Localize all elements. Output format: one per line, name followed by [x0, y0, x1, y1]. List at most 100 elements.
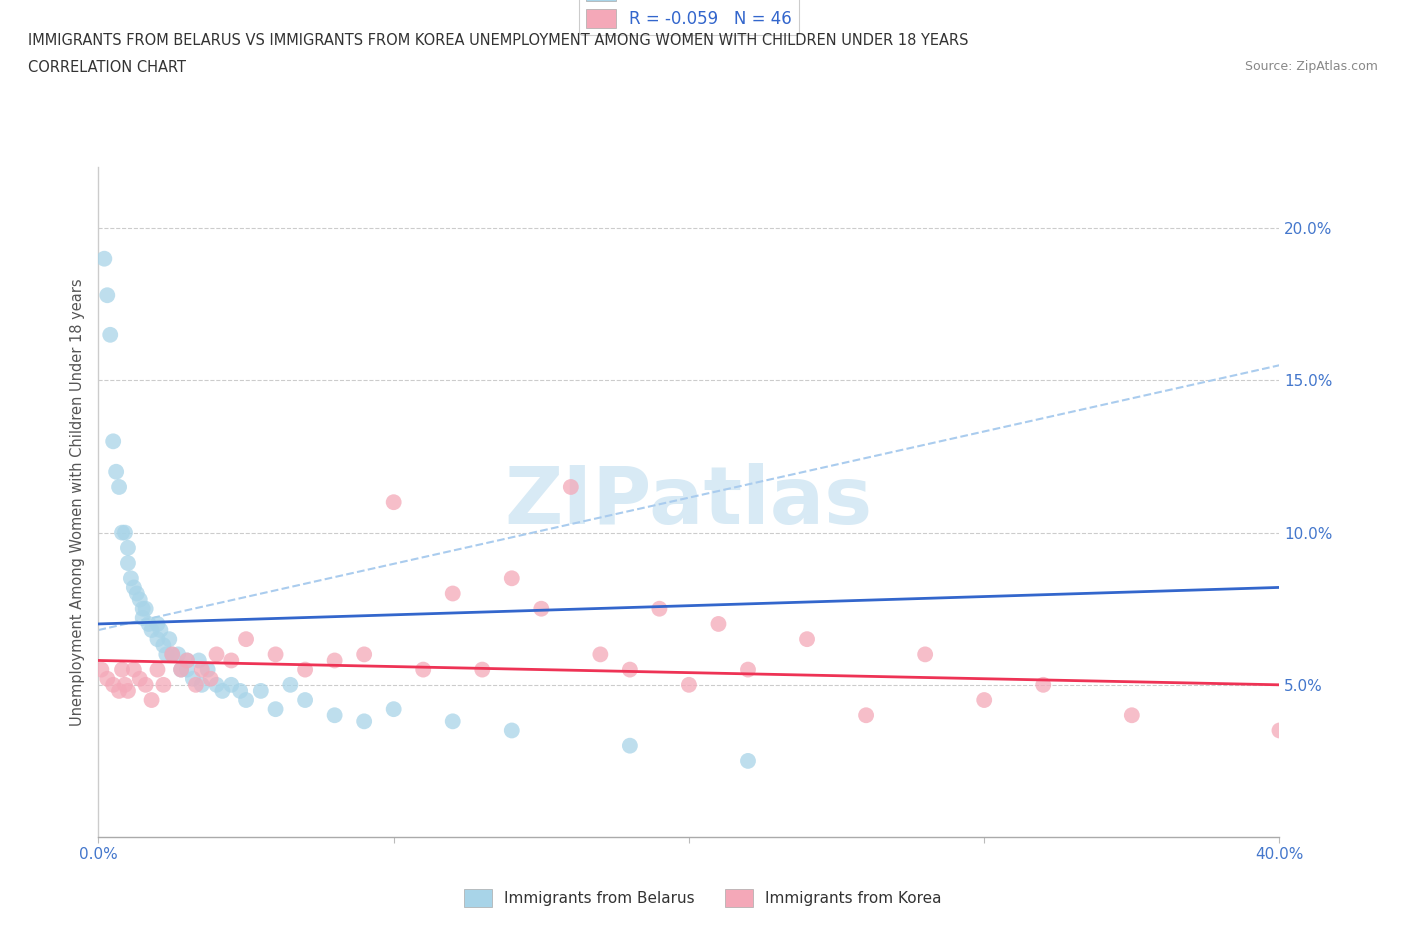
Point [93, 251, 115, 266]
Point [146, 617, 169, 631]
Point [211, 684, 233, 698]
Point [501, 571, 523, 586]
Point [707, 617, 730, 631]
Text: CORRELATION CHART: CORRELATION CHART [28, 60, 186, 75]
Point [132, 602, 155, 617]
Point [141, 693, 163, 708]
Point [105, 464, 128, 479]
Point [128, 671, 150, 686]
Point [96, 671, 118, 686]
Point [98, 327, 121, 342]
Point [90, 662, 112, 677]
Point [382, 702, 405, 717]
Point [264, 647, 287, 662]
Point [141, 622, 163, 637]
Point [200, 671, 222, 686]
Point [170, 662, 193, 677]
Point [589, 647, 612, 662]
Point [111, 662, 134, 677]
Point [120, 571, 142, 586]
Point [441, 586, 464, 601]
Point [187, 653, 209, 668]
Point [678, 677, 700, 692]
Point [1121, 708, 1143, 723]
Legend: Immigrants from Belarus, Immigrants from Korea: Immigrants from Belarus, Immigrants from… [458, 884, 948, 913]
Point [382, 495, 405, 510]
Point [796, 631, 818, 646]
Point [264, 702, 287, 717]
Point [353, 714, 375, 729]
Point [181, 671, 204, 686]
Point [191, 662, 214, 677]
Point [108, 684, 131, 698]
Point [648, 602, 671, 617]
Point [294, 662, 316, 677]
Point [114, 677, 136, 692]
Point [117, 555, 139, 570]
Point [146, 631, 169, 646]
Point [1268, 723, 1291, 737]
Point [176, 653, 198, 668]
Text: IMMIGRANTS FROM BELARUS VS IMMIGRANTS FROM KOREA UNEMPLOYMENT AMONG WOMEN WITH C: IMMIGRANTS FROM BELARUS VS IMMIGRANTS FR… [28, 33, 969, 47]
Point [152, 638, 174, 653]
Point [96, 287, 118, 302]
Point [619, 738, 641, 753]
Point [152, 677, 174, 692]
Point [619, 662, 641, 677]
Point [103, 434, 125, 449]
Point [973, 693, 995, 708]
Text: ZIPatlas: ZIPatlas [505, 463, 873, 541]
Point [353, 647, 375, 662]
Text: Source: ZipAtlas.com: Source: ZipAtlas.com [1244, 60, 1378, 73]
Point [117, 684, 139, 698]
Point [138, 617, 160, 631]
Point [191, 677, 214, 692]
Point [155, 647, 177, 662]
Point [737, 753, 759, 768]
Point [197, 662, 219, 677]
Point [103, 677, 125, 692]
Point [176, 653, 198, 668]
Point [471, 662, 494, 677]
Point [278, 677, 302, 692]
Point [114, 525, 136, 540]
Point [441, 714, 464, 729]
Point [205, 677, 228, 692]
Point [125, 586, 148, 601]
Point [250, 684, 273, 698]
Point [167, 647, 190, 662]
Point [135, 677, 157, 692]
Point [128, 592, 150, 607]
Point [235, 693, 257, 708]
Point [914, 647, 936, 662]
Point [132, 610, 155, 625]
Point [323, 653, 346, 668]
Point [323, 708, 346, 723]
Point [560, 480, 582, 495]
Point [117, 540, 139, 555]
Point [122, 662, 145, 677]
Point [162, 647, 183, 662]
Point [855, 708, 877, 723]
Y-axis label: Unemployment Among Women with Children Under 18 years: Unemployment Among Women with Children U… [70, 278, 86, 726]
Point [235, 631, 257, 646]
Point [170, 662, 193, 677]
Point [184, 677, 207, 692]
Point [219, 653, 242, 668]
Point [219, 677, 242, 692]
Point [111, 525, 134, 540]
Point [157, 631, 180, 646]
Point [1032, 677, 1054, 692]
Point [146, 662, 169, 677]
Point [205, 647, 228, 662]
Point [149, 622, 172, 637]
Point [162, 647, 183, 662]
Point [294, 693, 316, 708]
Legend: R =  0.073   N = 50, R = -0.059   N = 46: R = 0.073 N = 50, R = -0.059 N = 46 [579, 0, 799, 35]
Point [108, 480, 131, 495]
Point [737, 662, 759, 677]
Point [176, 662, 198, 677]
Point [501, 723, 523, 737]
Point [135, 602, 157, 617]
Point [229, 684, 252, 698]
